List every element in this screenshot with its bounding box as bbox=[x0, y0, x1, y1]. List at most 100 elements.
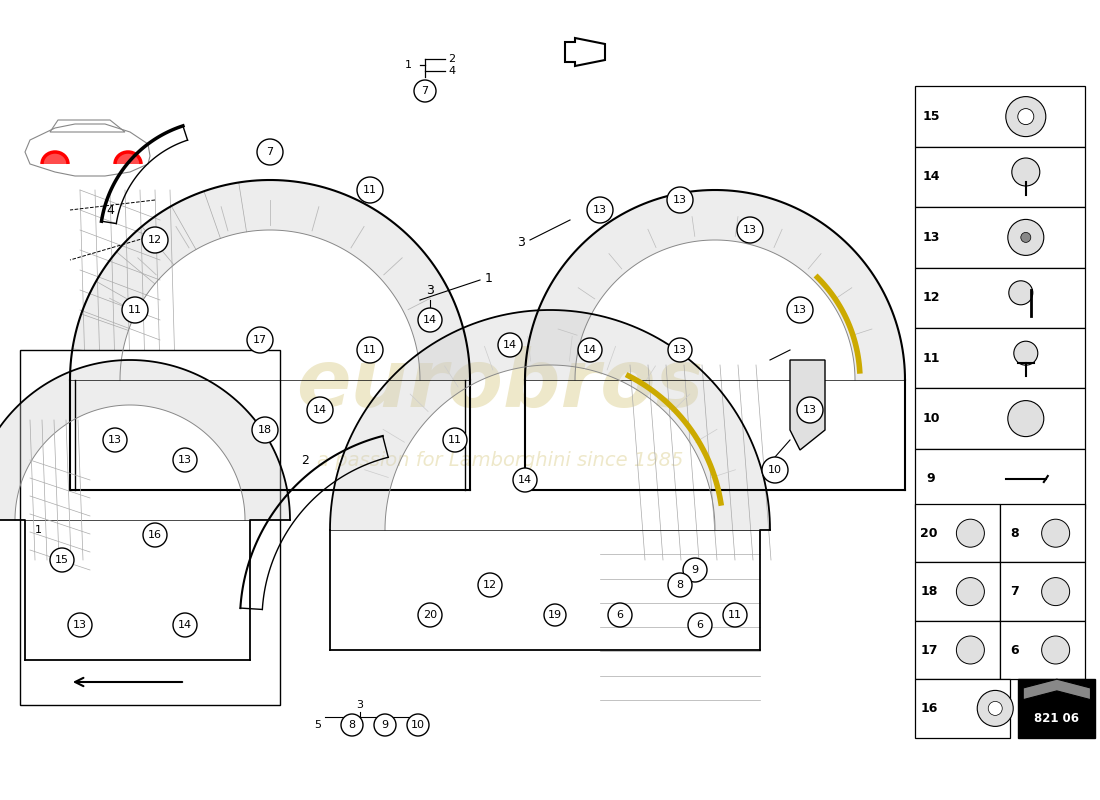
FancyBboxPatch shape bbox=[915, 621, 1000, 679]
Circle shape bbox=[956, 636, 984, 664]
Circle shape bbox=[956, 578, 984, 606]
Text: 5: 5 bbox=[315, 720, 321, 730]
Text: 11: 11 bbox=[363, 185, 377, 195]
FancyBboxPatch shape bbox=[915, 449, 1086, 509]
Text: 15: 15 bbox=[55, 555, 69, 565]
Text: 1: 1 bbox=[485, 271, 493, 285]
Circle shape bbox=[1008, 219, 1044, 255]
FancyBboxPatch shape bbox=[915, 328, 1086, 388]
Circle shape bbox=[688, 613, 712, 637]
Text: 3: 3 bbox=[517, 237, 525, 250]
Circle shape bbox=[341, 714, 363, 736]
Text: 8: 8 bbox=[676, 580, 683, 590]
Text: 11: 11 bbox=[728, 610, 743, 620]
Circle shape bbox=[544, 604, 566, 626]
Text: 16: 16 bbox=[921, 702, 937, 715]
Circle shape bbox=[956, 519, 984, 547]
Text: 14: 14 bbox=[312, 405, 327, 415]
Circle shape bbox=[723, 603, 747, 627]
Circle shape bbox=[418, 603, 442, 627]
Text: 9: 9 bbox=[926, 473, 935, 486]
Polygon shape bbox=[0, 360, 290, 520]
Text: 2: 2 bbox=[448, 54, 455, 64]
Circle shape bbox=[1042, 578, 1069, 606]
FancyBboxPatch shape bbox=[915, 207, 1086, 267]
Circle shape bbox=[103, 428, 127, 452]
Text: 13: 13 bbox=[803, 405, 817, 415]
Circle shape bbox=[173, 613, 197, 637]
FancyBboxPatch shape bbox=[1000, 621, 1086, 679]
Text: 13: 13 bbox=[793, 305, 807, 315]
Circle shape bbox=[762, 457, 788, 483]
Circle shape bbox=[668, 573, 692, 597]
Polygon shape bbox=[42, 152, 68, 164]
FancyBboxPatch shape bbox=[915, 504, 1000, 562]
FancyBboxPatch shape bbox=[1019, 679, 1096, 738]
Circle shape bbox=[737, 217, 763, 243]
Circle shape bbox=[977, 690, 1013, 726]
Text: 17: 17 bbox=[921, 643, 937, 657]
Text: 1: 1 bbox=[34, 525, 42, 535]
Text: 15: 15 bbox=[922, 110, 939, 123]
Circle shape bbox=[1008, 401, 1044, 437]
Text: 12: 12 bbox=[483, 580, 497, 590]
Text: 18: 18 bbox=[921, 585, 937, 598]
Circle shape bbox=[414, 80, 436, 102]
Text: 8: 8 bbox=[1010, 526, 1019, 540]
Text: 9: 9 bbox=[382, 720, 388, 730]
Text: 7: 7 bbox=[1010, 585, 1019, 598]
Circle shape bbox=[407, 714, 429, 736]
FancyBboxPatch shape bbox=[915, 679, 1010, 738]
Circle shape bbox=[1014, 341, 1037, 365]
Text: 13: 13 bbox=[73, 620, 87, 630]
Text: 20: 20 bbox=[921, 526, 937, 540]
Circle shape bbox=[1005, 97, 1046, 137]
Circle shape bbox=[418, 308, 442, 332]
Polygon shape bbox=[116, 152, 141, 164]
Circle shape bbox=[173, 448, 197, 472]
Text: a passion for Lamborghini since 1985: a passion for Lamborghini since 1985 bbox=[317, 450, 683, 470]
Text: 19: 19 bbox=[548, 610, 562, 620]
Circle shape bbox=[578, 338, 602, 362]
Circle shape bbox=[122, 297, 149, 323]
Text: 821 06: 821 06 bbox=[1034, 713, 1079, 726]
Text: 17: 17 bbox=[253, 335, 267, 345]
Text: 14: 14 bbox=[922, 170, 939, 183]
Circle shape bbox=[143, 523, 167, 547]
Text: 14: 14 bbox=[178, 620, 192, 630]
Polygon shape bbox=[330, 310, 770, 530]
Circle shape bbox=[667, 187, 693, 213]
FancyBboxPatch shape bbox=[915, 562, 1000, 621]
Circle shape bbox=[988, 702, 1002, 715]
Text: 16: 16 bbox=[148, 530, 162, 540]
Circle shape bbox=[513, 468, 537, 492]
FancyBboxPatch shape bbox=[915, 86, 1086, 146]
Polygon shape bbox=[790, 360, 825, 450]
Circle shape bbox=[142, 227, 168, 253]
Polygon shape bbox=[565, 38, 605, 66]
FancyBboxPatch shape bbox=[1000, 562, 1086, 621]
Text: 6: 6 bbox=[616, 610, 624, 620]
FancyBboxPatch shape bbox=[915, 146, 1086, 207]
Circle shape bbox=[68, 613, 92, 637]
Circle shape bbox=[786, 297, 813, 323]
Circle shape bbox=[1042, 519, 1069, 547]
Circle shape bbox=[257, 139, 283, 165]
Text: 20: 20 bbox=[422, 610, 437, 620]
Text: 1: 1 bbox=[405, 60, 412, 70]
Text: 10: 10 bbox=[922, 412, 939, 425]
Text: 13: 13 bbox=[922, 231, 939, 244]
Text: 11: 11 bbox=[363, 345, 377, 355]
FancyBboxPatch shape bbox=[915, 388, 1086, 449]
Circle shape bbox=[50, 548, 74, 572]
Circle shape bbox=[1012, 158, 1040, 186]
Text: 14: 14 bbox=[518, 475, 532, 485]
FancyBboxPatch shape bbox=[20, 350, 281, 705]
Text: 13: 13 bbox=[673, 195, 688, 205]
Text: 8: 8 bbox=[349, 720, 355, 730]
Text: 13: 13 bbox=[593, 205, 607, 215]
FancyBboxPatch shape bbox=[1000, 504, 1086, 562]
Text: 7: 7 bbox=[266, 147, 274, 157]
Circle shape bbox=[668, 338, 692, 362]
Circle shape bbox=[587, 197, 613, 223]
